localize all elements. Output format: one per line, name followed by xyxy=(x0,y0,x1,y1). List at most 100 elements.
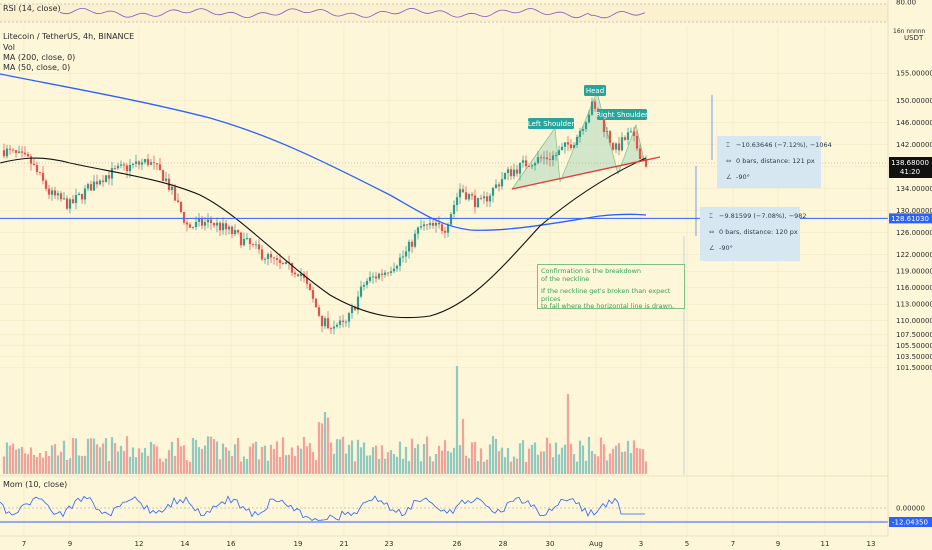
candle-body xyxy=(65,198,69,209)
candle-body xyxy=(119,164,123,166)
candle-body xyxy=(386,272,390,274)
height-icon: ⌶ xyxy=(709,212,713,220)
volume-bar xyxy=(617,443,621,474)
measure-1-line3: -90° xyxy=(736,173,750,181)
volume-bar xyxy=(272,448,276,474)
volume-bar xyxy=(404,446,408,474)
candle-body xyxy=(104,175,108,182)
volume-bar xyxy=(482,461,486,474)
candle-body xyxy=(278,259,282,263)
left-shoulder-label: Left Shoulder xyxy=(528,120,575,128)
volume-bar xyxy=(170,441,174,474)
price-tick-label: 126.00000 xyxy=(896,229,932,237)
volume-bar xyxy=(443,440,447,474)
volume-bar xyxy=(242,456,246,474)
candle-body xyxy=(86,184,90,189)
candle-body xyxy=(545,157,549,160)
candle-body xyxy=(560,146,564,151)
candle-body xyxy=(41,172,45,181)
date-tick-label: 13 xyxy=(867,540,876,548)
labels: Left Shoulder Head Right Shoulder 138.68000… xyxy=(528,85,932,527)
candle-body xyxy=(485,196,489,202)
candle-body xyxy=(365,280,369,285)
candle-body xyxy=(47,188,51,195)
candle-body xyxy=(515,169,519,174)
volume-bar xyxy=(527,448,531,474)
measure-1-line1: −10.63646 (−7.12%), −1064 xyxy=(736,141,832,149)
candle-body xyxy=(128,164,132,172)
volume-bar xyxy=(176,437,180,474)
candle-body xyxy=(413,233,417,247)
candle-body xyxy=(74,195,78,204)
volume-bar xyxy=(539,451,543,474)
candle-body xyxy=(533,163,537,166)
volume-bar xyxy=(299,448,303,474)
volume-bar xyxy=(71,438,75,474)
volume-bar xyxy=(221,443,225,474)
volume-bar xyxy=(461,419,465,474)
volume-bar xyxy=(305,446,309,474)
candle-body xyxy=(464,192,468,200)
measure-box-1[interactable]: ⌶ −10.63646 (−7.12%), −1064 ⇔ 0 bars, dist… xyxy=(717,136,832,188)
candle-body xyxy=(401,256,405,258)
volume-bar xyxy=(188,461,192,474)
volume-bar xyxy=(644,461,648,474)
volume-bar xyxy=(623,451,627,474)
candle-body xyxy=(554,155,558,156)
candle-body xyxy=(557,150,561,156)
candle-body xyxy=(17,151,21,153)
candle-body xyxy=(407,241,411,252)
volume-bar xyxy=(257,459,261,474)
candle-body xyxy=(593,101,597,109)
rsi-band xyxy=(0,4,888,22)
candle-body xyxy=(89,184,93,191)
volume-bar xyxy=(542,451,546,474)
measure-box-2[interactable]: ⌶ −9.81599 (−7.08%), −982 ⇔ 0 bars, distan… xyxy=(700,207,807,261)
volume-bar xyxy=(536,454,540,474)
date-tick-label: 12 xyxy=(135,540,144,548)
date-tick-label: 14 xyxy=(181,540,190,548)
candle-body xyxy=(125,165,129,172)
volume-bar xyxy=(353,461,357,474)
countdown-text: 41:20 xyxy=(900,168,920,176)
volume-bar xyxy=(428,456,432,474)
annotation-note[interactable]: Confirmation is the breakdown of the nec… xyxy=(537,264,685,310)
volume-bar xyxy=(599,437,603,474)
volume-bar xyxy=(581,445,585,474)
date-tick-label: 7 xyxy=(22,540,26,548)
volume-bar xyxy=(50,445,54,474)
rsi-legend: RSI (14, close) xyxy=(3,4,61,13)
mom-current-tag xyxy=(889,517,932,527)
volume-bar xyxy=(629,453,633,474)
date-tick-label: 9 xyxy=(776,540,780,548)
angle-icon: ∠ xyxy=(726,173,732,181)
candle-body xyxy=(506,169,510,174)
volume-bar xyxy=(263,445,267,474)
volume-bar xyxy=(26,454,30,474)
volume-bar xyxy=(200,449,204,474)
candle-body xyxy=(590,101,594,115)
candle-body xyxy=(563,142,567,147)
price-tick-label: 110.00000 xyxy=(896,317,932,325)
candle-body xyxy=(398,257,402,266)
volume-bar xyxy=(17,448,21,474)
volume-bar xyxy=(620,451,624,474)
candle-body xyxy=(389,271,393,273)
candle-body xyxy=(353,307,357,310)
volume-bar xyxy=(431,461,435,474)
candle-body xyxy=(443,230,447,233)
candle-body xyxy=(59,193,63,200)
candle-body xyxy=(500,179,504,187)
candle-body xyxy=(494,184,498,188)
volume-bar xyxy=(359,447,363,474)
candle-body xyxy=(77,193,81,196)
measure-2-line3: -90° xyxy=(719,244,733,252)
candle-body xyxy=(173,186,177,201)
candle-body xyxy=(110,168,114,179)
volume-bar xyxy=(290,447,294,474)
legend-ma50: MA (50, close, 0) xyxy=(3,63,71,72)
candle-body xyxy=(587,114,591,123)
candle-body xyxy=(233,230,237,235)
